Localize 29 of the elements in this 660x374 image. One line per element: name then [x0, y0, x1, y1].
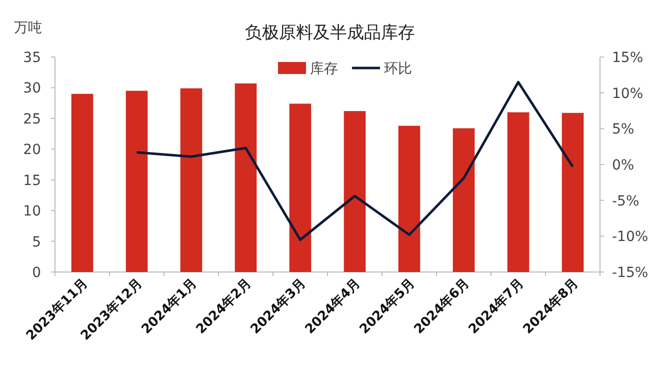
y-tick-label: 20 — [23, 142, 41, 158]
y-tick-label: 10 — [23, 204, 41, 220]
y2-tick-label: -10% — [612, 229, 648, 246]
y-tick-label: 0 — [32, 265, 41, 281]
bar — [126, 90, 148, 272]
y2-tick-label: 15% — [612, 50, 644, 66]
bar — [234, 83, 257, 272]
bar — [289, 104, 312, 272]
bar — [344, 111, 366, 272]
legend-label: 环比 — [384, 61, 412, 77]
bar — [180, 88, 202, 272]
y2-tick-label: -5% — [612, 193, 640, 210]
y2-tick-label: 5% — [612, 122, 634, 138]
bar — [507, 112, 530, 272]
y-tick-label: 25 — [23, 111, 41, 128]
y-tick-label: 35 — [23, 50, 41, 66]
bar — [71, 94, 94, 272]
legend-label: 库存 — [310, 61, 338, 77]
bar — [452, 128, 475, 272]
y-tick-label: 15 — [23, 172, 41, 189]
y2-tick-label: -15% — [612, 265, 648, 281]
y-tick-label: 5 — [32, 234, 41, 250]
bar — [562, 112, 584, 272]
chart-title: 负极原料及半成品库存 — [245, 23, 415, 43]
y-axis-title: 万吨 — [14, 20, 42, 36]
y2-tick-label: 10% — [612, 86, 644, 102]
y-tick-label: 30 — [23, 80, 41, 97]
y2-tick-label: 0% — [612, 158, 634, 174]
bar — [398, 126, 420, 272]
